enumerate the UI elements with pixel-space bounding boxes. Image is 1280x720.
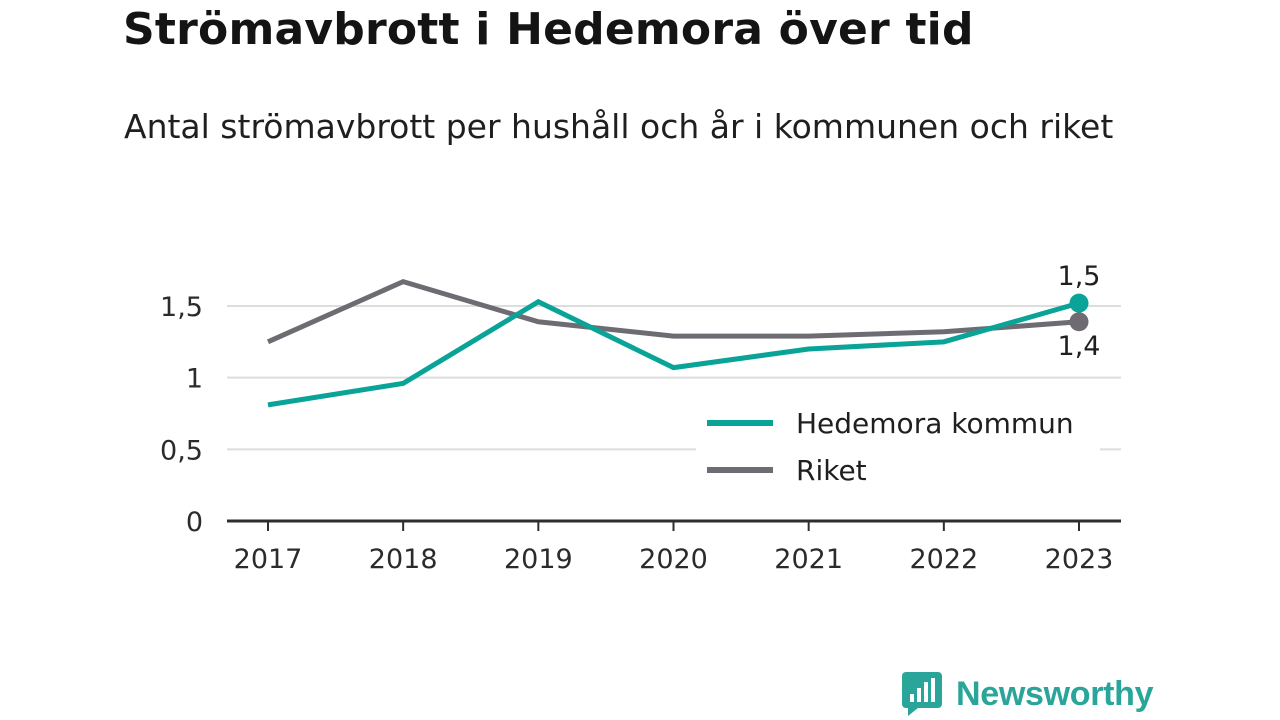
end-point (1069, 293, 1089, 313)
series-line (267, 298, 1080, 408)
end-point (1069, 312, 1089, 332)
y-tick-label: 0,5 (160, 435, 203, 466)
legend-label: Hedemora kommun (796, 407, 1074, 440)
x-tick-label: 2020 (639, 544, 708, 575)
x-tick-label: 2023 (1045, 544, 1114, 575)
chart-title: Strömavbrott i Hedemora över tid (123, 4, 974, 55)
x-tick-label: 2017 (234, 544, 303, 575)
end-value-label: 1,4 (1058, 331, 1101, 362)
x-tick-label: 2018 (369, 544, 438, 575)
x-tick-label: 2021 (774, 544, 843, 575)
y-tick-label: 1,5 (160, 292, 203, 323)
chart-subtitle: Antal strömavbrott per hushåll och år i … (124, 107, 1114, 146)
y-tick-label: 0 (186, 507, 203, 538)
y-tick-label: 1 (186, 364, 203, 395)
brand-name: Newsworthy (956, 674, 1154, 713)
end-value-label: 1,5 (1058, 261, 1101, 292)
brand-logo: Newsworthy (902, 670, 1154, 718)
x-tick-label: 2022 (909, 544, 978, 575)
x-tick-label: 2019 (504, 544, 573, 575)
series-line (266, 278, 1080, 345)
legend-label: Riket (796, 454, 867, 487)
newsworthy-logo-icon (902, 672, 942, 716)
